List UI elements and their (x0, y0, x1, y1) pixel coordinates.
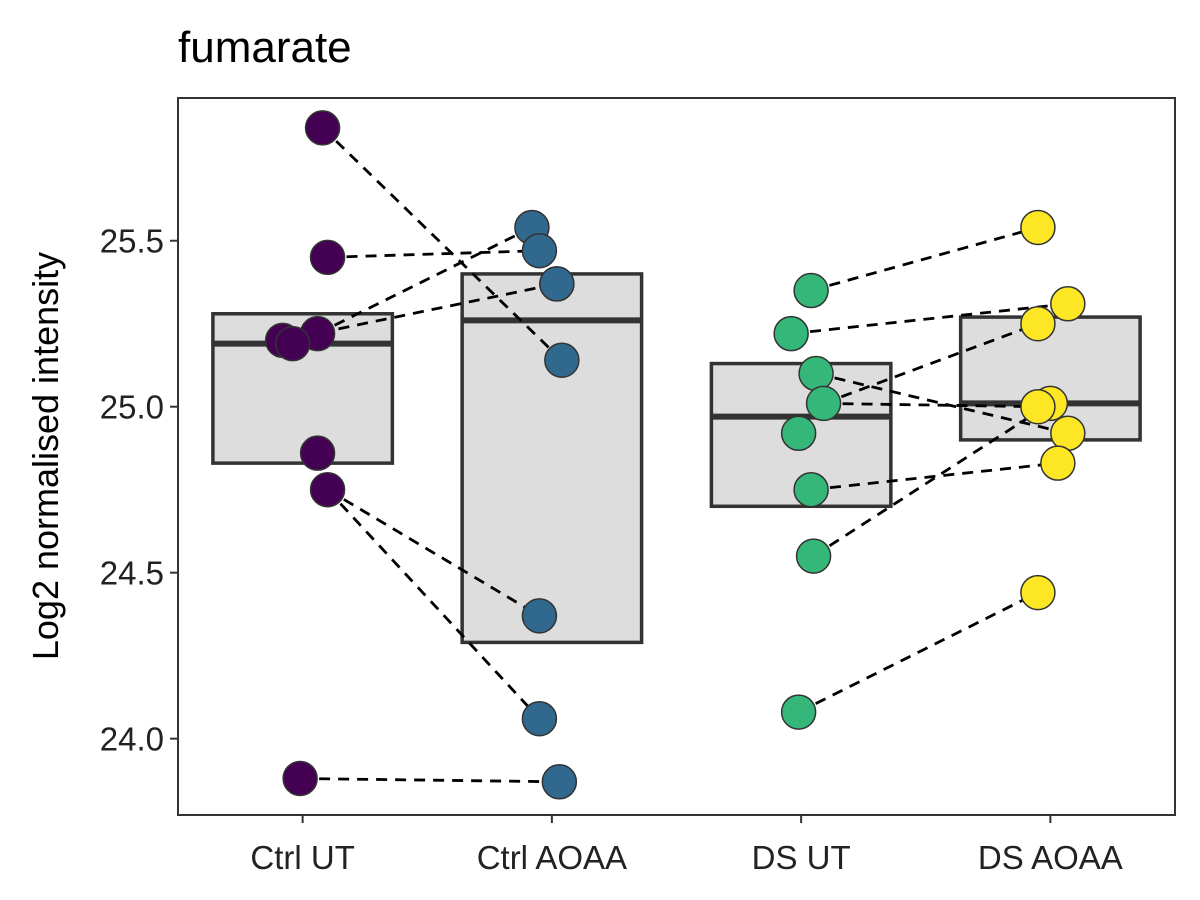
panel-border (177, 97, 1176, 816)
pair-line (316, 226, 533, 335)
data-point-ctrl-ut (282, 760, 318, 797)
x-axis: Ctrl UT Ctrl AOAA DS UT DS AOAA (250, 815, 1123, 876)
data-point-ds-ut (793, 272, 829, 309)
pair-line (810, 226, 1039, 292)
pair-line (810, 461, 1059, 492)
data-point-ds-ut (805, 385, 842, 422)
pair-line (326, 488, 541, 720)
data-point-ds-ut (773, 315, 809, 352)
x-tick-label: Ctrl UT (250, 839, 354, 876)
pair-line (823, 322, 1039, 405)
data-point-ctrl-aoaa (539, 266, 575, 302)
data-point-ctrl-ut (299, 435, 336, 471)
pair-line (326, 488, 541, 618)
data-point-ctrl-ut (309, 239, 346, 276)
y-tick-label: 24.5 (100, 555, 164, 592)
data-point-ds-aoaa (1020, 305, 1056, 342)
data-point-ds-aoaa (1050, 415, 1086, 452)
pair-line (823, 401, 1038, 409)
data-point-ds-ut (795, 538, 832, 574)
data-point-ds-aoaa (1040, 445, 1076, 481)
data-point-ds-aoaa (1020, 209, 1056, 246)
y-tick-label: 25.0 (100, 389, 164, 426)
points-layer (264, 110, 1086, 800)
data-point-ds-ut (780, 694, 817, 730)
data-point-ctrl-aoaa (521, 598, 558, 634)
y-axis-label: Log2 normalised intensity (25, 252, 66, 660)
pair-line (812, 402, 1052, 558)
y-axis: 24.0 24.5 25.0 25.5 (100, 223, 178, 758)
y-tick-label: 25.5 (100, 223, 164, 260)
box-iqr-ctrl-aoaa (460, 272, 644, 645)
pair-line (798, 591, 1039, 714)
data-point-ds-aoaa (1020, 388, 1056, 425)
boxes-layer (211, 272, 1142, 645)
box-ctrl-aoaa (460, 272, 644, 645)
x-tick-label: DS AOAA (978, 839, 1123, 876)
data-point-ctrl-aoaa (521, 232, 558, 269)
chart-title: fumarate (178, 23, 352, 72)
y-tick-label: 24.0 (100, 721, 164, 758)
data-point-ctrl-aoaa (544, 342, 580, 378)
data-point-ctrl-aoaa (521, 700, 558, 737)
data-point-ds-ut (798, 355, 834, 392)
data-point-ctrl-ut (309, 471, 346, 508)
pairs-layer (282, 126, 1069, 784)
data-point-ctrl-ut (304, 110, 341, 146)
pair-line (791, 302, 1068, 336)
data-point-ds-aoaa (1050, 286, 1086, 322)
pair-line (300, 777, 560, 784)
data-point-ds-aoaa (1020, 574, 1056, 611)
data-point-ds-ut (780, 415, 817, 452)
data-point-ds-ut (793, 471, 829, 508)
data-point-ctrl-aoaa (541, 764, 578, 800)
pair-line (815, 372, 1069, 435)
x-tick-label: Ctrl AOAA (477, 839, 627, 876)
data-point-ctrl-ut (274, 325, 311, 362)
x-tick-label: DS UT (752, 839, 851, 876)
pair-line (327, 249, 540, 259)
